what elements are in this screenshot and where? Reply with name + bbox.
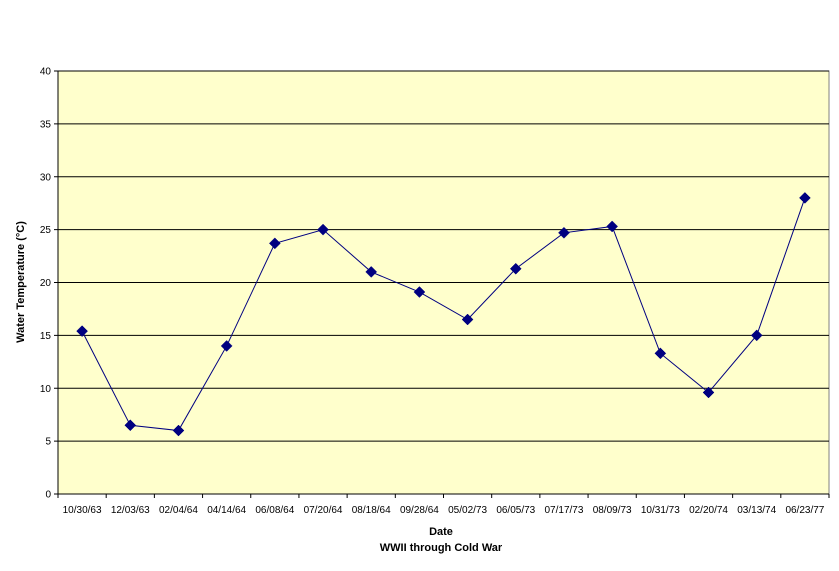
x-tick-label: 10/31/73 — [641, 505, 680, 516]
data-point — [413, 286, 426, 298]
data-point — [220, 340, 233, 352]
x-tick-label: 06/08/64 — [255, 505, 294, 516]
y-tick-label: 25 — [40, 225, 52, 236]
x-tick-label: 06/05/73 — [496, 505, 535, 516]
x-tick-label: 05/02/73 — [448, 505, 487, 516]
data-point — [558, 226, 570, 239]
x-tick-label: 04/14/64 — [207, 505, 246, 516]
x-tick-label: 03/13/74 — [737, 505, 776, 516]
y-tick-label: 40 — [40, 67, 52, 78]
x-tick-label: 08/09/73 — [593, 505, 632, 516]
data-point — [172, 424, 185, 437]
series-line — [81, 197, 806, 432]
data-point — [461, 313, 474, 326]
y-tick-label: 30 — [40, 172, 52, 183]
y-tick-label: 5 — [45, 437, 51, 448]
data-point — [268, 237, 281, 250]
x-tick-label: 02/04/64 — [159, 505, 198, 516]
x-axis-subtitle: WWII through Cold War — [380, 542, 503, 554]
y-tick-label: 15 — [40, 331, 52, 342]
series-group — [76, 192, 811, 437]
x-tick-label: 07/20/64 — [304, 505, 343, 516]
x-tick-label: 08/18/64 — [352, 505, 391, 516]
x-tick-label: 09/28/64 — [400, 505, 439, 516]
x-tick-label: 02/20/74 — [689, 505, 728, 516]
data-point — [509, 262, 522, 275]
y-tick-label: 10 — [40, 384, 52, 395]
y-tick-label: 20 — [40, 278, 52, 289]
x-tick-label: 10/30/63 — [63, 505, 102, 516]
data-point — [365, 266, 378, 278]
y-tick-label: 0 — [45, 490, 51, 501]
x-tick-label: 12/03/63 — [111, 505, 150, 516]
y-axis-title: Water Temperature (°C) — [15, 221, 27, 343]
y-tick-label: 35 — [40, 119, 52, 130]
data-point — [750, 329, 763, 342]
data-point — [317, 223, 329, 236]
gridlines — [58, 70, 829, 442]
x-axis-ticks: 10/30/63 12/03/63 02/04/64 04/14/64 06/08/64… — [57, 494, 830, 516]
x-tick-label: 07/17/73 — [545, 505, 584, 516]
data-point — [702, 386, 715, 399]
data-point — [76, 325, 88, 337]
x-axis-title: Date — [429, 526, 453, 538]
data-point — [654, 347, 667, 360]
y-axis-ticks: 0 5 10 15 20 25 30 35 40 — [40, 67, 58, 501]
x-tick-label: 06/23/77 — [785, 505, 824, 516]
data-point — [606, 220, 619, 233]
data-point — [799, 192, 811, 204]
data-point — [124, 419, 137, 432]
